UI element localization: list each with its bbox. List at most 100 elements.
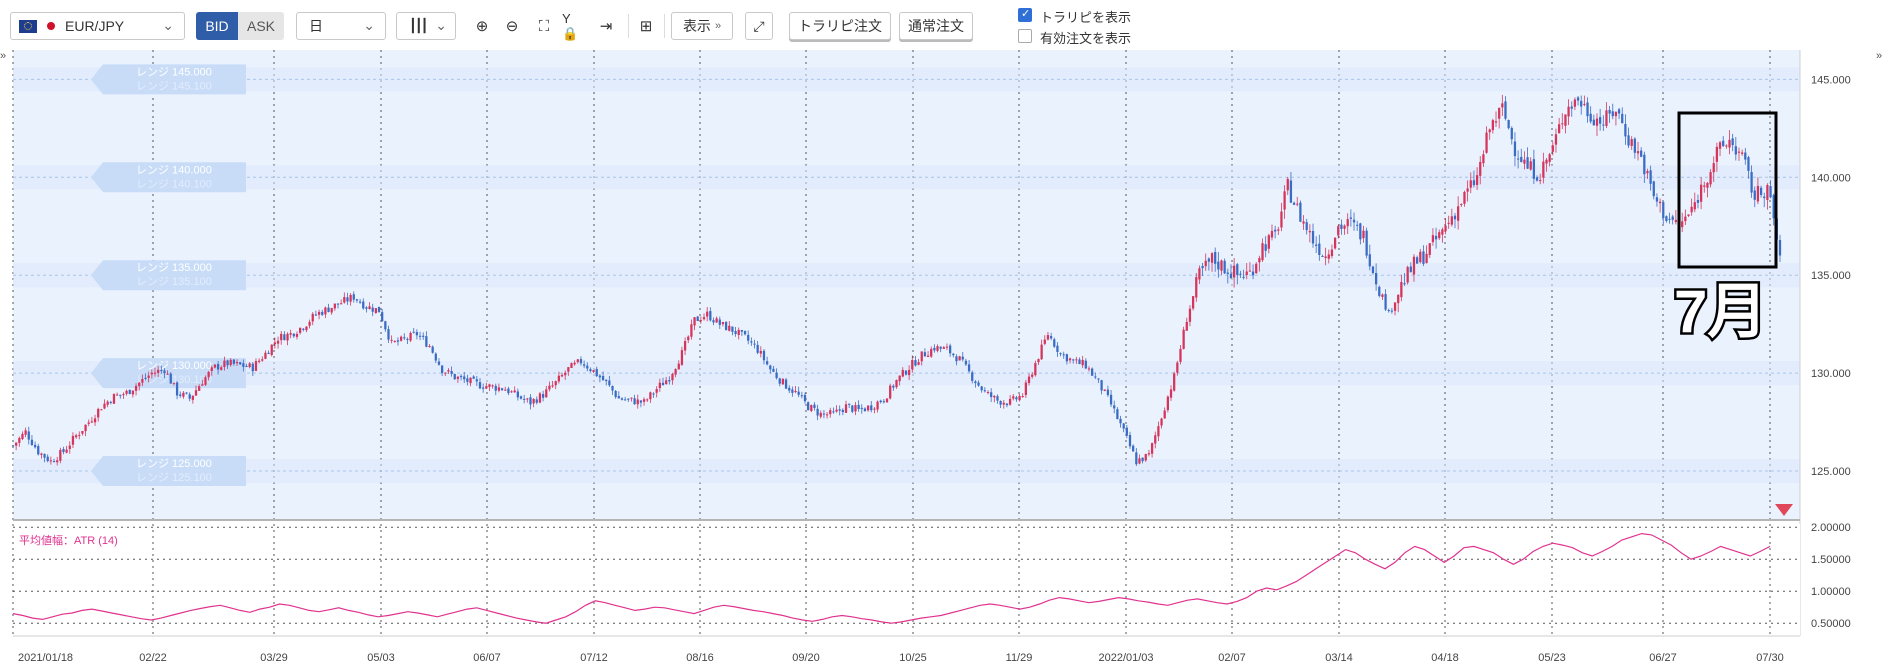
candle-body <box>1475 175 1479 185</box>
jump-to-latest-icon[interactable]: ⇥ <box>599 18 613 35</box>
candle <box>671 372 674 385</box>
candle-body <box>873 408 876 410</box>
candle-body <box>990 392 993 398</box>
candle-body <box>289 333 292 335</box>
candle-body <box>317 311 321 315</box>
candle-body <box>800 395 803 397</box>
candle-body <box>1160 418 1163 426</box>
range-band[interactable]: レンジ 125.000 レンジ 125.100 <box>13 456 1800 487</box>
double-chevron-icon: » <box>714 20 722 32</box>
candle <box>1204 253 1207 271</box>
candle <box>242 359 245 372</box>
candle-body <box>813 404 816 408</box>
candle-body <box>1419 251 1422 263</box>
candle-body <box>1766 185 1769 200</box>
show-trail-checkbox[interactable]: ✓ <box>1018 8 1032 22</box>
display-menu-button[interactable]: 表示 » <box>671 12 733 40</box>
fit-screen-icon[interactable]: ⛶ <box>538 17 550 35</box>
candle <box>428 344 431 348</box>
range-band[interactable]: レンジ 135.000 レンジ 135.100 <box>13 260 1800 291</box>
candle <box>52 458 56 463</box>
candle <box>762 349 766 365</box>
candle-body <box>81 430 84 434</box>
candle <box>813 402 816 411</box>
candle <box>1633 137 1636 159</box>
candle <box>589 367 592 373</box>
candle-body <box>1078 359 1081 365</box>
candle <box>573 360 576 366</box>
candle-body <box>816 408 819 416</box>
candle-body <box>1769 186 1772 198</box>
bid-button[interactable]: BID <box>196 12 238 40</box>
candle <box>340 299 343 305</box>
candle-body <box>1479 161 1482 176</box>
candle <box>399 335 403 342</box>
candle-body <box>1617 109 1621 114</box>
show-active-orders-checkbox[interactable] <box>1018 29 1032 43</box>
candle-body <box>721 322 725 325</box>
chart-type-select[interactable]: ┃┃┃ ⌄ <box>396 12 456 40</box>
candle <box>78 431 81 440</box>
candle-body <box>819 412 822 417</box>
candle <box>1715 142 1719 172</box>
candle-body <box>545 389 548 398</box>
candle-body <box>1062 354 1065 356</box>
candle-body <box>292 333 295 337</box>
candle <box>1425 245 1428 264</box>
zoom-out-icon[interactable]: ⊖ <box>505 18 519 35</box>
symbol-select[interactable]: EUR/JPY ⌄ <box>10 12 185 40</box>
candle <box>11 444 15 447</box>
candle <box>1188 305 1192 327</box>
candle-body <box>1602 124 1605 126</box>
candle-body <box>387 329 390 340</box>
range-band[interactable]: レンジ 145.000 レンジ 145.100 <box>13 64 1800 95</box>
candle <box>1210 252 1214 272</box>
y-axis-lock-icon[interactable]: Y🔒 <box>562 10 579 41</box>
range-label-tag <box>91 162 246 193</box>
candle <box>103 399 106 410</box>
candle-body <box>74 435 78 438</box>
candle <box>1485 126 1488 154</box>
candle <box>765 356 769 366</box>
trail-order-button[interactable]: トラリピ注文 <box>789 12 891 40</box>
collapse-right-panel-button[interactable]: » <box>1876 50 1883 62</box>
candle <box>475 375 478 386</box>
candle <box>289 329 292 339</box>
candle-body <box>1255 263 1258 274</box>
candle <box>1289 172 1293 204</box>
candle-body <box>311 313 314 322</box>
candle <box>788 385 791 394</box>
candle-body <box>478 382 482 389</box>
candle-body <box>1539 180 1542 182</box>
candle-body <box>157 369 160 373</box>
candle-body <box>1750 171 1753 193</box>
candle-body <box>541 393 545 398</box>
candle-body <box>851 405 854 412</box>
candle <box>1542 152 1545 184</box>
candle-body <box>1453 215 1457 220</box>
scroll-marker-icon[interactable] <box>1775 504 1793 516</box>
zoom-in-icon[interactable]: ⊕ <box>475 18 489 35</box>
fullscreen-button[interactable]: ⤢ <box>745 12 773 40</box>
normal-order-button[interactable]: 通常注文 <box>899 12 973 40</box>
ask-button[interactable]: ASK <box>238 12 284 40</box>
atr-y-tick-label: 1.50000 <box>1811 554 1851 566</box>
show-trail-label: トラリピを表示 <box>1040 10 1132 25</box>
candle <box>450 366 453 377</box>
add-indicator-icon[interactable]: ⊞ <box>639 18 653 35</box>
range-band[interactable]: レンジ 140.000 レンジ 140.100 <box>13 162 1800 193</box>
timeframe-select[interactable]: 日 ⌄ <box>296 12 386 40</box>
candle <box>917 358 920 366</box>
candle-body <box>37 446 40 455</box>
candle <box>1520 148 1523 163</box>
candle-body <box>765 361 769 365</box>
candle-body <box>390 339 393 341</box>
candle-body <box>835 409 838 412</box>
july-highlight-box <box>1677 111 1778 269</box>
candle <box>141 374 144 387</box>
x-tick-label: 09/20 <box>792 652 820 664</box>
candle <box>807 401 810 411</box>
collapse-left-panel-button[interactable]: » <box>0 50 7 62</box>
candle <box>213 364 217 369</box>
